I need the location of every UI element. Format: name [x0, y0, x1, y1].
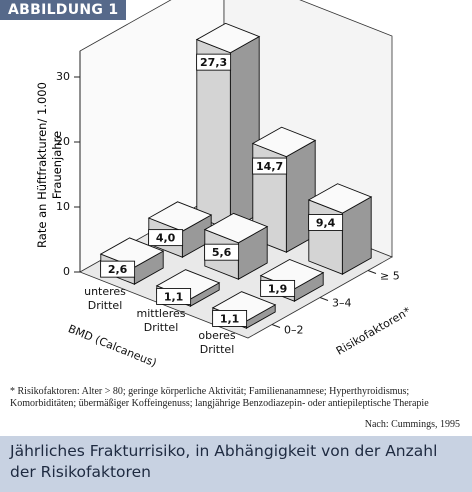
caption: Jährliches Frakturrisiko, in Abhängigkei…: [0, 436, 472, 492]
z-axis-label: Risikofaktoren*: [334, 304, 413, 357]
value-label-box: [260, 279, 296, 297]
z-tick: [319, 297, 329, 301]
x-tick-label: mittleres Drittel: [136, 307, 186, 334]
bar-top: [203, 212, 269, 244]
z-tick-label: ≥ 5: [380, 270, 400, 283]
z-tick-label: 0–2: [284, 324, 304, 337]
y-tick-label: 20: [56, 135, 70, 148]
value-label-box: [196, 53, 232, 71]
source: Nach: Cummings, 1995: [364, 419, 460, 430]
z-tick: [271, 324, 281, 328]
figure-header: ABBILDUNG 1: [0, 0, 127, 20]
value-label: 1,1: [220, 312, 240, 325]
value-label-box: [100, 260, 136, 278]
value-label: 4,0: [156, 232, 176, 245]
bar-top: [307, 183, 373, 214]
value-label: 27,3: [200, 56, 227, 69]
value-label: 9,4: [316, 217, 336, 230]
value-label-box: [148, 229, 184, 247]
bar-top: [251, 126, 317, 158]
chart: 0 10 20 30 27,3 14,7 9,4 4,0 5,6 1,9 2,6 1,1 1,1 0–2 3…: [56, 0, 413, 370]
value-label: 5,6: [212, 246, 232, 259]
value-label-box: [204, 243, 240, 261]
y-tick-label: 10: [56, 200, 70, 213]
bar-top: [195, 22, 261, 54]
y-tick-label: 0: [63, 265, 70, 278]
value-label-box: [156, 288, 192, 305]
bar-top: [147, 201, 213, 232]
y-axis-label: Rate an Hüftfrakturen/ 1.000 Frauenjahre: [35, 82, 64, 248]
value-label: 14,7: [256, 160, 283, 173]
value-label: 1,1: [164, 290, 184, 303]
bar: [195, 22, 261, 231]
z-tick-label: 3–4: [332, 297, 352, 310]
value-label-box: [252, 157, 288, 175]
x-tick-label: oberes Drittel: [198, 329, 236, 356]
value-label-box: [308, 214, 344, 231]
y-tick-label: 30: [56, 70, 70, 83]
value-label-box: [212, 310, 248, 327]
x-tick-label: unteres Drittel: [84, 285, 126, 312]
z-tick: [367, 270, 377, 274]
footnote: * Risikofaktoren: Alter > 80; geringe kö…: [10, 386, 429, 409]
value-label: 1,9: [268, 282, 288, 295]
value-label: 2,6: [108, 263, 128, 276]
